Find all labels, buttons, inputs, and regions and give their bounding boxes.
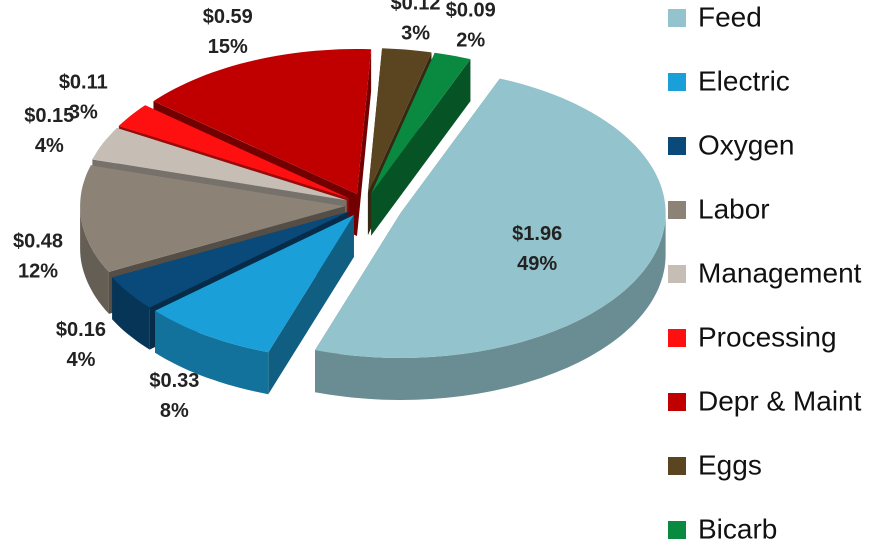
slice — [315, 78, 666, 358]
legend-label: Bicarb — [698, 513, 777, 544]
slice — [155, 214, 354, 395]
legend-swatch — [668, 73, 686, 91]
legend-label: Depr & Maint — [698, 385, 862, 416]
legend-swatch — [668, 393, 686, 411]
legend-swatch — [668, 9, 686, 27]
value-label: $0.12 — [391, 0, 441, 14]
slice-side — [112, 277, 150, 350]
legend-swatch — [668, 521, 686, 539]
legend-swatch — [668, 457, 686, 475]
slice-side — [80, 206, 109, 314]
legend-label: Management — [698, 257, 862, 288]
slice — [92, 128, 347, 201]
legend-label: Eggs — [698, 449, 762, 480]
legend-swatch — [668, 137, 686, 155]
slice — [315, 78, 666, 400]
legend-label: Oxygen — [698, 129, 795, 160]
percent-label: 12% — [18, 260, 58, 282]
slice-side — [155, 310, 269, 395]
legend-swatch — [668, 201, 686, 219]
slice — [367, 48, 432, 194]
value-label: $0.11 — [59, 71, 108, 93]
value-label: $0.09 — [446, 0, 496, 22]
percent-label: 15% — [208, 36, 248, 58]
value-label: $1.96 — [512, 223, 562, 245]
value-label: $0.15 — [24, 105, 74, 127]
slice-wall — [357, 49, 372, 237]
slice-side — [315, 213, 666, 400]
slice — [155, 214, 354, 353]
slice — [80, 165, 346, 272]
percent-label: 2% — [456, 30, 485, 52]
legend-swatch — [668, 329, 686, 347]
slice — [112, 211, 349, 308]
percent-label: 3% — [69, 101, 98, 123]
legend-label: Labor — [698, 193, 770, 224]
legend-label: Processing — [698, 321, 837, 352]
percent-label: 4% — [66, 349, 95, 371]
legend-label: Electric — [698, 65, 790, 96]
percent-label: 49% — [517, 253, 557, 275]
legend-swatch — [668, 265, 686, 283]
value-label: $0.59 — [203, 6, 253, 28]
slice — [371, 52, 471, 236]
percent-label: 4% — [35, 135, 64, 157]
value-label: $0.33 — [149, 370, 199, 392]
slice-wall — [371, 59, 471, 236]
percent-label: 8% — [160, 400, 189, 422]
slice — [371, 52, 471, 194]
value-label: $0.16 — [56, 319, 106, 341]
percent-label: 3% — [401, 22, 430, 44]
slice — [118, 105, 349, 199]
legend-label: Feed — [698, 1, 762, 32]
value-label: $0.48 — [13, 230, 63, 252]
slice — [153, 49, 372, 195]
